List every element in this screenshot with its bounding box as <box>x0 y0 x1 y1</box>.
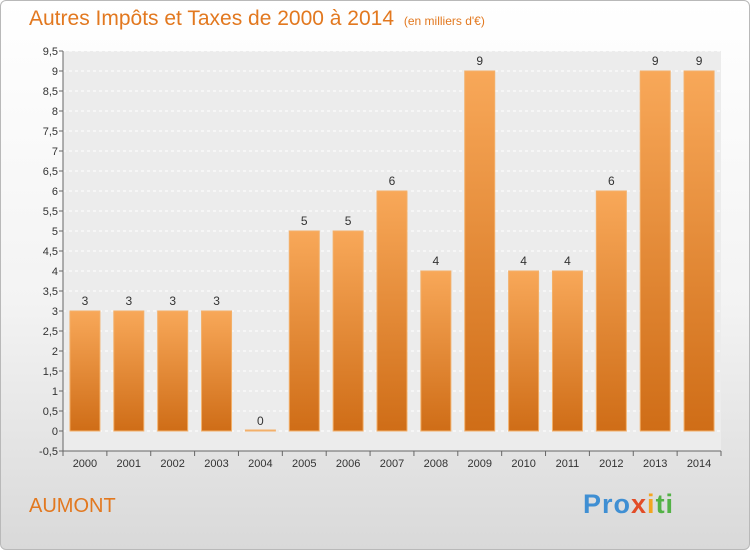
data-label-2006: 5 <box>345 214 352 228</box>
x-tick-label-2011: 2011 <box>556 458 580 470</box>
y-tick-label: 9 <box>52 66 58 78</box>
x-tick-label-2007: 2007 <box>380 458 404 470</box>
bar-2006 <box>332 230 364 432</box>
y-tick-label: -0,5 <box>39 446 58 458</box>
logo-part-1: Pro <box>583 489 632 519</box>
bar-2003 <box>201 310 233 432</box>
chart-title: Autres Impôts et Taxes de 2000 à 2014 (e… <box>29 7 485 31</box>
logo-part-3: i <box>647 489 656 519</box>
proxiti-logo: Proxiti <box>583 489 674 520</box>
x-tick-label-2013: 2013 <box>643 458 667 470</box>
y-tick-label: 2 <box>52 346 58 358</box>
chart-title-text: Autres Impôts et Taxes de 2000 à 2014 <box>29 7 395 30</box>
x-tick-label-2012: 2012 <box>599 458 623 470</box>
bar-2001 <box>113 310 145 432</box>
bar-2007 <box>376 190 408 432</box>
y-tick-label: 0,5 <box>43 406 58 418</box>
y-tick-label: 3,5 <box>43 286 58 298</box>
y-tick-label: 8 <box>52 106 58 118</box>
bar-2013 <box>639 70 671 432</box>
data-label-2009: 9 <box>476 54 483 68</box>
data-label-2000: 3 <box>82 294 89 308</box>
y-tick-label: 5,5 <box>43 206 58 218</box>
y-tick-label: 6,5 <box>43 166 58 178</box>
y-tick-label: 7 <box>52 146 58 158</box>
y-tick-label: 4 <box>52 266 58 278</box>
y-tick-label: 8,5 <box>43 86 58 98</box>
y-tick-label: 9,5 <box>43 46 58 58</box>
bar-2012 <box>595 190 627 432</box>
bar-2002 <box>157 310 189 432</box>
bar-2014 <box>683 70 715 432</box>
data-label-2011: 4 <box>564 254 571 268</box>
data-label-2004: 0 <box>257 414 264 428</box>
x-tick-label-2009: 2009 <box>467 458 491 470</box>
y-tick-label: 2,5 <box>43 326 58 338</box>
data-label-2013: 9 <box>652 54 659 68</box>
bar-2011 <box>551 270 583 432</box>
data-label-2005: 5 <box>301 214 308 228</box>
bar-2000 <box>69 310 101 432</box>
data-label-2012: 6 <box>608 174 615 188</box>
chart-subtitle: (en milliers d'€) <box>403 14 485 28</box>
x-tick-label-2001: 2001 <box>117 458 141 470</box>
data-label-2003: 3 <box>213 294 220 308</box>
y-tick-label: 4,5 <box>43 246 58 258</box>
data-label-2010: 4 <box>520 254 527 268</box>
bar-2010 <box>508 270 540 432</box>
y-tick-label: 6 <box>52 186 58 198</box>
bar-2004 <box>244 429 276 432</box>
y-tick-label: 3 <box>52 306 58 318</box>
x-tick-label-2005: 2005 <box>292 458 316 470</box>
x-tick-label-2010: 2010 <box>511 458 535 470</box>
x-tick-label-2014: 2014 <box>687 458 711 470</box>
bar-2009 <box>464 70 496 432</box>
logo-part-4: ti <box>655 489 675 519</box>
data-label-2014: 9 <box>696 54 703 68</box>
data-label-2008: 4 <box>433 254 440 268</box>
y-tick-label: 1 <box>52 386 58 398</box>
x-tick-label-2008: 2008 <box>424 458 448 470</box>
x-tick-label-2002: 2002 <box>160 458 184 470</box>
x-tick-label-2003: 2003 <box>204 458 228 470</box>
y-tick-label: 0 <box>52 426 58 438</box>
bar-2005 <box>288 230 320 432</box>
x-tick-label-2006: 2006 <box>336 458 360 470</box>
y-tick-label: 1,5 <box>43 366 58 378</box>
data-label-2002: 3 <box>169 294 176 308</box>
bar-2008 <box>420 270 452 432</box>
data-label-2007: 6 <box>389 174 396 188</box>
x-tick-label-2000: 2000 <box>73 458 97 470</box>
y-tick-label: 7,5 <box>43 126 58 138</box>
x-tick-label-2004: 2004 <box>248 458 272 470</box>
logo-part-2: x <box>631 489 648 519</box>
y-tick-label: 5 <box>52 226 58 238</box>
place-name: AUMONT <box>29 495 116 517</box>
data-label-2001: 3 <box>125 294 132 308</box>
